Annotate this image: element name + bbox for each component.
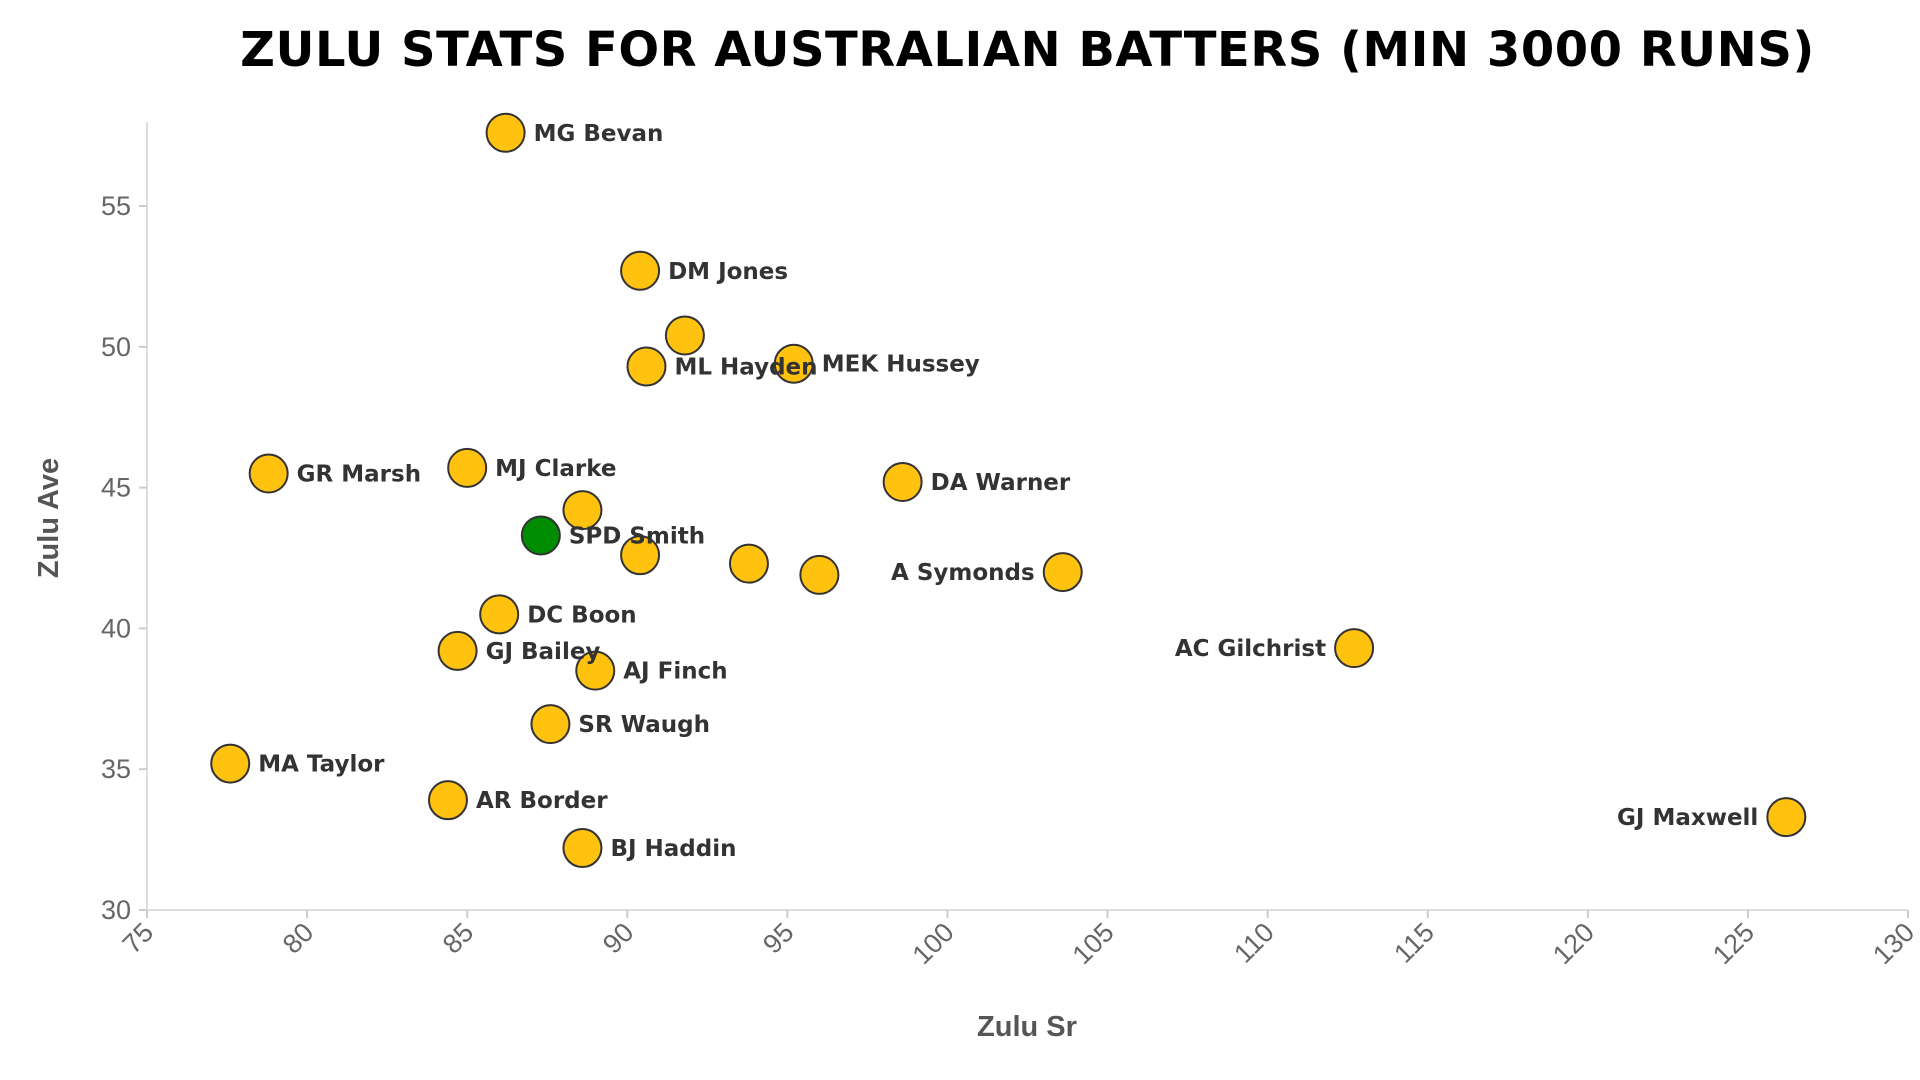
point-label: AR Border: [476, 788, 608, 814]
x-tick-label: 110: [1228, 917, 1280, 969]
y-tick-label: 45: [101, 473, 131, 503]
data-point: [1334, 628, 1375, 669]
y-tick-label: 50: [101, 332, 131, 362]
data-point: [626, 346, 667, 387]
x-tick-label: 125: [1707, 917, 1760, 970]
data-point: [562, 490, 603, 531]
data-point: [620, 250, 661, 291]
point-label: DA Warner: [931, 470, 1071, 496]
data-point: [728, 543, 769, 584]
point-label: GR Marsh: [297, 462, 421, 488]
point-label: SPD Smith: [569, 523, 705, 549]
data-point: [530, 704, 571, 745]
point-label: MG Bevan: [534, 121, 664, 147]
x-tick-label: 130: [1867, 917, 1920, 970]
data-point: [479, 594, 520, 635]
data-point: [620, 535, 661, 576]
point-label: MEK Hussey: [822, 352, 980, 378]
point-label: SR Waugh: [578, 712, 710, 738]
x-tick-label: 105: [1067, 917, 1120, 970]
data-point: [575, 650, 616, 691]
x-tick-label: 80: [277, 917, 319, 959]
point-label: MJ Clarke: [495, 456, 616, 482]
y-tick-label: 35: [101, 754, 131, 784]
data-points: [210, 112, 1807, 869]
point-label: GJ Maxwell: [1617, 805, 1758, 831]
point-label: DM Jones: [668, 259, 788, 285]
point-label: MA Taylor: [258, 752, 385, 778]
data-point: [427, 780, 468, 821]
x-tick-label: 95: [757, 917, 799, 959]
y-tick-label: 55: [101, 191, 131, 221]
data-point: [773, 343, 814, 384]
data-point: [1766, 797, 1807, 838]
point-label: A Symonds: [891, 560, 1035, 586]
x-tick-label: 115: [1388, 917, 1440, 969]
data-point: [485, 112, 526, 153]
x-tick-label: 100: [907, 917, 960, 970]
data-point: [210, 743, 251, 784]
data-point: [562, 828, 603, 869]
data-point: [664, 315, 705, 356]
point-label: AJ Finch: [623, 659, 727, 685]
y-tick-label: 40: [101, 613, 131, 643]
data-point-highlight: [520, 515, 561, 556]
data-point: [248, 453, 289, 494]
point-label: ML Hayden: [674, 355, 817, 381]
y-axis-title: Zulu Ave: [33, 458, 65, 578]
x-tick-label: 90: [597, 917, 639, 959]
data-point: [799, 554, 840, 595]
point-label: BJ Haddin: [610, 836, 736, 862]
x-tick-label: 85: [437, 917, 479, 959]
point-label: GJ Bailey: [486, 639, 601, 665]
point-label: DC Boon: [527, 602, 637, 628]
data-point: [882, 461, 923, 502]
y-tick-label: 30: [101, 895, 131, 925]
x-axis-title: Zulu Sr: [977, 1011, 1077, 1043]
data-point: [1042, 552, 1083, 593]
x-tick-label: 120: [1547, 917, 1600, 970]
point-label: AC Gilchrist: [1175, 636, 1326, 662]
chart-title: Zulu Stats for Australian Batters (min 3…: [240, 22, 1815, 78]
data-point: [437, 630, 478, 671]
data-point: [447, 447, 488, 488]
point-labels: MG Bevan DM Jones ML Hayden MEK Hussey GR Ma…: [258, 121, 1758, 862]
